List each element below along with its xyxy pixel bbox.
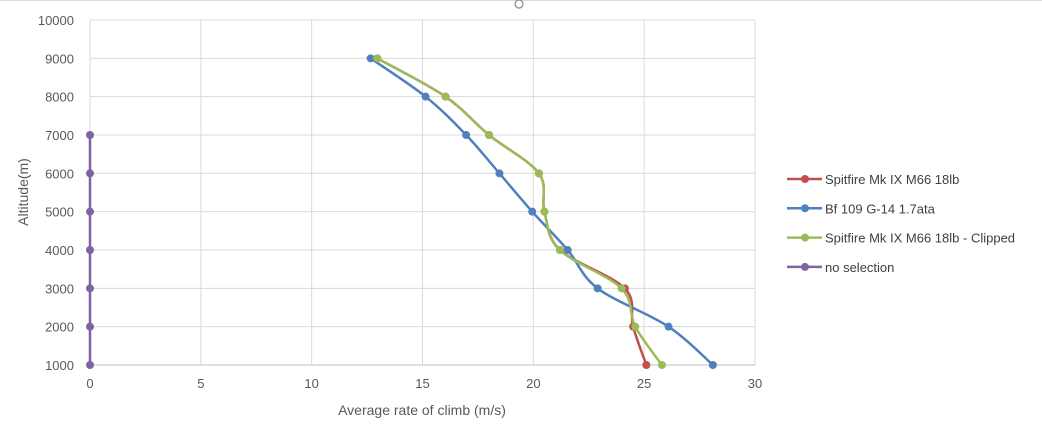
x-axis-label: Average rate of climb (m/s) — [338, 402, 506, 418]
y-tick-label: 6000 — [45, 166, 74, 181]
x-tick-label: 15 — [415, 376, 429, 391]
y-tick-label: 10000 — [38, 13, 74, 28]
x-tick-label: 5 — [197, 376, 204, 391]
data-point — [642, 361, 651, 369]
data-point — [86, 131, 94, 139]
data-point — [563, 246, 572, 254]
legend-marker — [801, 204, 809, 213]
resize-handle[interactable] — [514, 0, 524, 9]
x-tick-label: 30 — [748, 376, 762, 391]
legend-item: Bf 109 G-14 1.7ata — [787, 201, 936, 216]
data-point — [617, 284, 626, 293]
y-tick-label: 1000 — [45, 358, 74, 373]
data-point — [657, 361, 666, 369]
y-tick-label: 3000 — [45, 281, 74, 296]
legend-label: Spitfire Mk IX M66 18lb - Clipped — [825, 231, 1015, 246]
legend-item: Spitfire Mk IX M66 18lb - Clipped — [787, 231, 1015, 246]
data-point — [631, 322, 640, 331]
data-point — [441, 92, 450, 101]
y-tick-label: 9000 — [45, 51, 74, 66]
x-tick-label: 20 — [526, 376, 540, 391]
y-axis-label: Altitude(m) — [15, 158, 31, 226]
legend-marker — [801, 262, 809, 271]
series-2 — [373, 54, 666, 369]
data-point — [373, 54, 382, 63]
data-point — [86, 322, 94, 331]
data-point — [86, 284, 94, 293]
x-tick-label: 0 — [86, 376, 93, 391]
gridlines — [89, 19, 756, 366]
legend-item: Spitfire Mk IX M66 18lb — [787, 172, 959, 187]
x-tick-label: 25 — [637, 376, 651, 391]
data-point — [86, 207, 94, 216]
data-point — [664, 322, 673, 331]
data-point — [593, 284, 602, 293]
chart-frame-top — [0, 0, 1042, 9]
data-point — [708, 361, 717, 369]
legend: Spitfire Mk IX M66 18lb Bf 109 G-14 1.7at… — [787, 172, 1015, 275]
tick-labels: 0 5 10 15 20 25 30 1000 2000 3000 4000 5000 6000 7000… — [38, 13, 762, 391]
x-tick-label: 10 — [304, 376, 318, 391]
legend-marker — [801, 233, 809, 242]
data-point — [366, 54, 375, 63]
y-tick-label: 8000 — [45, 90, 74, 105]
data-point — [555, 246, 564, 254]
y-tick-label: 5000 — [45, 205, 74, 220]
data-point — [540, 207, 549, 216]
legend-marker — [801, 175, 809, 183]
y-tick-label: 7000 — [45, 128, 74, 143]
series-1 — [366, 54, 717, 369]
legend-label: Spitfire Mk IX M66 18lb — [825, 172, 959, 187]
data-point — [495, 169, 504, 178]
data-point — [86, 246, 94, 254]
y-tick-label: 4000 — [45, 243, 74, 258]
legend-item: no selection — [787, 260, 894, 275]
data-point — [534, 169, 543, 178]
data-point — [462, 131, 471, 139]
data-point — [528, 207, 537, 216]
legend-label: Bf 109 G-14 1.7ata — [825, 201, 936, 216]
data-point — [86, 169, 94, 178]
data-point — [86, 361, 94, 369]
data-point — [485, 131, 493, 139]
y-tick-label: 2000 — [45, 320, 74, 335]
series-layer — [86, 54, 717, 369]
series-3 — [86, 131, 94, 369]
data-point — [421, 92, 430, 101]
legend-label: no selection — [825, 260, 894, 275]
